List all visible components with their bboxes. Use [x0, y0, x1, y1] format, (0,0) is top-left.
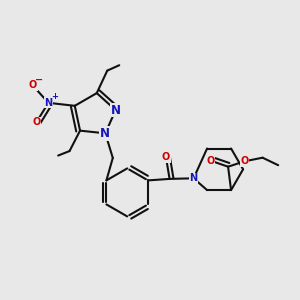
Text: O: O	[28, 80, 37, 90]
Text: N: N	[44, 98, 52, 108]
Text: N: N	[100, 127, 110, 140]
Text: +: +	[52, 92, 58, 101]
Text: O: O	[32, 117, 41, 127]
Text: N: N	[190, 173, 198, 183]
Text: O: O	[162, 152, 170, 162]
Text: N: N	[111, 103, 121, 117]
Text: O: O	[241, 156, 249, 166]
Text: O: O	[207, 156, 215, 166]
Text: −: −	[35, 74, 43, 84]
